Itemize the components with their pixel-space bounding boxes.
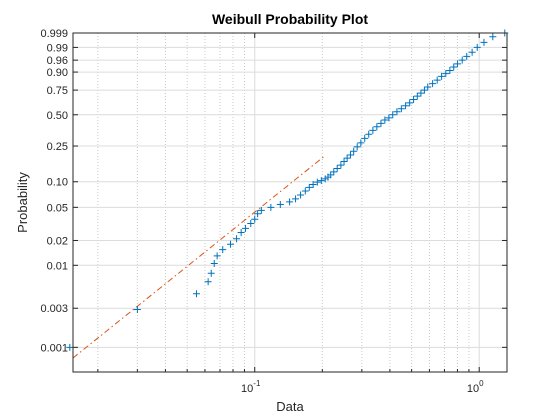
y-tick-label: 0.001 — [40, 342, 68, 354]
data-point — [489, 33, 497, 41]
data-point — [210, 260, 218, 268]
data-point — [468, 48, 476, 56]
data-point — [353, 143, 361, 151]
x-axis-label: Data — [276, 399, 304, 414]
y-tick-label: 0.96 — [47, 55, 68, 67]
y-tick-label: 0.02 — [47, 235, 68, 247]
x-tick-label: 10-1 — [241, 379, 261, 395]
data-point — [453, 60, 461, 68]
data-point — [369, 126, 377, 134]
data-point — [301, 187, 309, 195]
data-point — [213, 252, 221, 260]
data-point — [350, 147, 358, 155]
y-tick-label: 0.90 — [47, 67, 68, 79]
y-tick-label: 0.01 — [47, 260, 68, 272]
data-point — [66, 343, 74, 351]
data-point — [309, 180, 317, 188]
data-point — [458, 56, 466, 64]
data-point — [247, 220, 255, 228]
data-point — [327, 171, 335, 179]
data-point — [305, 183, 313, 191]
y-tick-label: 0.99 — [47, 42, 68, 54]
data-point — [254, 210, 262, 218]
data-point — [242, 224, 250, 232]
data-point — [207, 269, 215, 277]
data-point — [446, 66, 454, 74]
chart-title: Weibull Probability Plot — [212, 11, 368, 27]
data-point — [473, 43, 481, 51]
y-tick-label: 0.50 — [47, 110, 68, 122]
y-tick-label: 0.25 — [47, 141, 68, 153]
data-point — [420, 86, 428, 94]
data-point — [393, 108, 401, 116]
data-point — [237, 228, 245, 236]
data-point — [429, 80, 437, 88]
data-point — [297, 191, 305, 199]
data-point — [373, 123, 381, 131]
data-point — [233, 235, 241, 243]
data-point — [267, 203, 275, 211]
data-point — [397, 105, 405, 113]
data-point — [257, 206, 265, 214]
data-point — [433, 76, 441, 84]
data-point — [463, 52, 471, 60]
y-tick-label: 0.10 — [47, 177, 68, 189]
data-point — [417, 89, 425, 97]
data-point — [365, 130, 373, 138]
data-point — [204, 278, 212, 286]
data-point — [337, 161, 345, 169]
data-point — [385, 114, 393, 122]
y-tick-label: 0.003 — [40, 303, 68, 315]
data-point — [406, 99, 414, 107]
data-point — [438, 72, 446, 80]
x-tick-label: 100 — [467, 379, 484, 395]
data-point — [442, 70, 450, 78]
y-tick-label: 0.05 — [47, 202, 68, 214]
data-point — [292, 195, 300, 203]
data-point — [313, 178, 321, 186]
y-tick-label: 0.75 — [47, 85, 68, 97]
data-point — [219, 246, 227, 254]
axes-box — [72, 32, 508, 373]
data-point — [286, 198, 294, 206]
data-point — [402, 102, 410, 110]
data-point — [192, 290, 200, 298]
data-point — [381, 116, 389, 124]
data-point — [227, 240, 235, 248]
data-point — [343, 154, 351, 162]
data-point — [389, 111, 397, 119]
data-point — [133, 305, 141, 313]
data-point — [333, 164, 341, 172]
y-tick-label: 0.999 — [40, 28, 68, 40]
data-point — [377, 119, 385, 127]
data-point — [317, 177, 325, 185]
data-point — [480, 38, 488, 46]
data-point — [450, 63, 458, 71]
data-point — [276, 201, 284, 209]
data-point — [361, 134, 369, 142]
y-axis-label: Probability — [15, 172, 30, 233]
data-point — [424, 83, 432, 91]
data-point — [410, 96, 418, 104]
data-point — [357, 139, 365, 147]
data-point — [346, 151, 354, 159]
data-point — [251, 215, 259, 223]
data-point — [413, 92, 421, 100]
data-point — [340, 157, 348, 165]
data-point — [330, 168, 338, 176]
